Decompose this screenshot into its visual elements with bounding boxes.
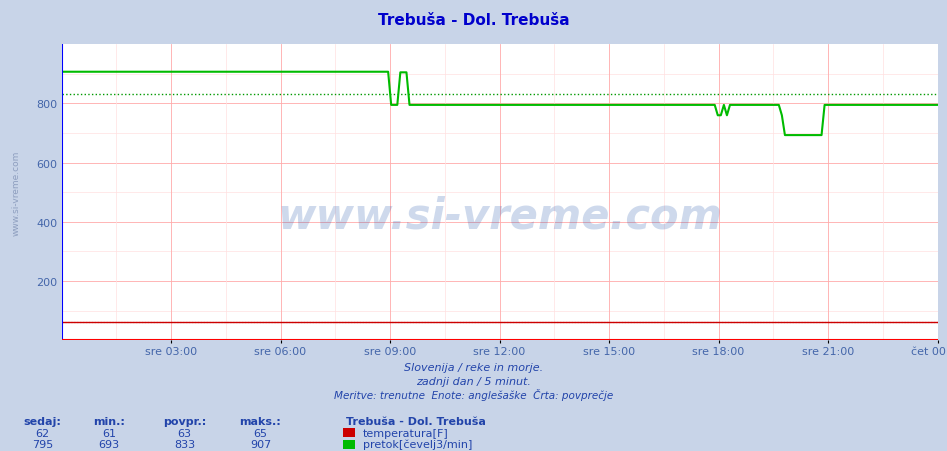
- Text: 693: 693: [98, 439, 119, 449]
- Text: maks.:: maks.:: [240, 416, 281, 426]
- Text: Slovenija / reke in morje.: Slovenija / reke in morje.: [404, 363, 543, 373]
- Text: zadnji dan / 5 minut.: zadnji dan / 5 minut.: [416, 376, 531, 386]
- Text: Trebuša - Dol. Trebuša: Trebuša - Dol. Trebuša: [346, 416, 486, 426]
- Text: 833: 833: [174, 439, 195, 449]
- Text: 61: 61: [102, 428, 116, 438]
- Text: 62: 62: [36, 428, 49, 438]
- Text: www.si-vreme.com: www.si-vreme.com: [277, 195, 722, 237]
- Text: 795: 795: [32, 439, 53, 449]
- Text: min.:: min.:: [93, 416, 125, 426]
- Text: povpr.:: povpr.:: [163, 416, 206, 426]
- Text: temperatura[F]: temperatura[F]: [363, 428, 449, 438]
- Text: www.si-vreme.com: www.si-vreme.com: [11, 150, 21, 235]
- Text: pretok[čevelj3/min]: pretok[čevelj3/min]: [363, 439, 472, 450]
- Text: sedaj:: sedaj:: [24, 416, 62, 426]
- Text: Meritve: trenutne  Enote: anglešaške  Črta: povprečje: Meritve: trenutne Enote: anglešaške Črta…: [334, 389, 613, 400]
- Text: Trebuša - Dol. Trebuša: Trebuša - Dol. Trebuša: [378, 13, 569, 28]
- Text: 63: 63: [178, 428, 191, 438]
- Text: 65: 65: [254, 428, 267, 438]
- Text: 907: 907: [250, 439, 271, 449]
